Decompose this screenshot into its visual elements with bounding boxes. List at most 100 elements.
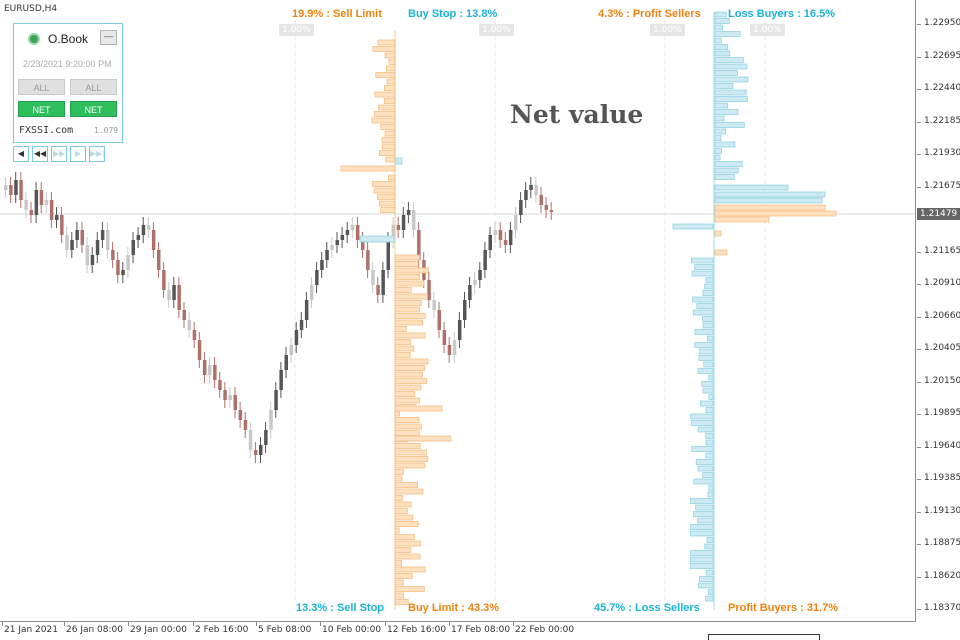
book-bar [714,89,747,96]
book-bar [714,31,741,37]
candle-body [111,250,115,260]
price-tick-label: 1.20405 [924,343,960,353]
book-bar [708,394,714,400]
candle-body [9,185,13,195]
book-bar [697,465,714,472]
nav-next-button[interactable]: ▶ [70,146,86,162]
candle-body [406,210,411,215]
book-bar [707,491,714,498]
candle-body [503,240,508,245]
book-bar [694,342,714,348]
book-bar [394,547,412,553]
candle-body [514,215,518,230]
book-bar [714,141,736,148]
candle-body [259,445,263,455]
minimize-button[interactable]: — [100,30,117,45]
candle-body [34,190,39,215]
candle-body [49,200,54,220]
book-bar [694,264,714,270]
all-right-button[interactable]: ALL [70,79,117,95]
candle-body [19,180,23,200]
book-bar [385,156,396,163]
book-bar [714,44,729,50]
candle-body [442,330,447,345]
candle-body [473,280,477,285]
net-left-button[interactable]: NET [18,101,65,117]
candle-body [529,185,533,190]
price-tick [917,251,921,253]
nav-fast-back-button[interactable]: ◀◀ [32,146,48,162]
candle-body [60,215,64,235]
book-bar [394,293,428,300]
candle-body [131,240,135,255]
candle-body [320,260,324,270]
price-tick-label: 1.19895 [924,408,960,418]
price-tick-label: 1.21930 [924,148,960,158]
price-tick-label: 1.20910 [924,278,960,288]
book-bar [714,96,748,102]
candle-body [253,450,258,455]
book-bar [693,478,714,485]
price-tick-label: 1.22440 [924,83,960,93]
book-bar [373,111,396,117]
book-bar [394,339,412,345]
candle-body [432,300,436,310]
book-bar [696,303,714,309]
position-book-left-scale: 1.00% [650,24,685,36]
candle-body [457,320,462,340]
time-tick [2,622,3,626]
book-bar [394,534,415,540]
price-tick [917,511,921,513]
price-tick [917,609,921,610]
price-tick-label: 1.22185 [924,115,960,126]
candle-body [289,345,294,355]
candle-body [498,230,503,240]
net-right-button[interactable]: NET [70,101,117,117]
candle-body [315,270,319,285]
time-tick-label: 10 Feb 00:00 [322,625,382,635]
buy-limit-label: Buy Limit : 43.3% [408,602,500,614]
book-bar [394,287,412,293]
order-book-left-scale: 1.00% [279,24,314,36]
candle-body [106,230,110,250]
book-bar [386,78,396,85]
candle-body [126,255,130,270]
book-bar [394,319,424,326]
candle-body [417,230,421,260]
nav-end-button[interactable]: ▶▶| [89,146,105,162]
price-tick-label: 1.22950 [924,18,960,28]
candle-body [386,240,390,270]
candle-body [187,320,192,330]
candle-body [218,380,222,390]
price-axis[interactable]: 1.22950 1.22695 1.22440 1.22185 1.21930 1.216… [917,0,960,622]
time-tick [64,622,65,626]
book-bar [714,128,727,135]
book-bar [383,98,396,104]
site-label: FXSSI.com [19,125,74,136]
candle-body [55,215,59,220]
all-left-button[interactable]: ALL [18,79,65,95]
book-bar [714,24,723,31]
buy-stop-label: Buy Stop : 13.8% [408,8,498,20]
nav-fast-forward-button[interactable]: ▶▶ [51,146,67,162]
candle-body [345,230,350,235]
book-bar [394,579,404,586]
book-bar [394,475,403,482]
book-bar [340,165,396,172]
bottom-info-box [708,634,820,640]
book-bar [374,91,396,98]
obook-panel: O.Book — 2/23/2021 9:20:00 PM ALL ALL NE… [13,23,123,143]
candle-body [534,185,538,195]
book-bar [705,407,714,413]
book-bar [372,46,396,52]
book-bar [381,143,396,150]
chart-area[interactable]: EURUSD,H4 19.9% : Sell Limit Buy Stop : … [0,0,916,622]
nav-prev-button[interactable]: ◀ [13,146,29,162]
price-tick [917,576,921,578]
book-bar [388,174,396,181]
book-bar [377,39,396,46]
time-axis[interactable]: 21 Jan 2021 26 Jan 08:00 29 Jan 00:00 2 Feb… [0,622,916,640]
book-bar [690,420,714,426]
candle-body [29,210,33,215]
book-bar [384,52,396,59]
